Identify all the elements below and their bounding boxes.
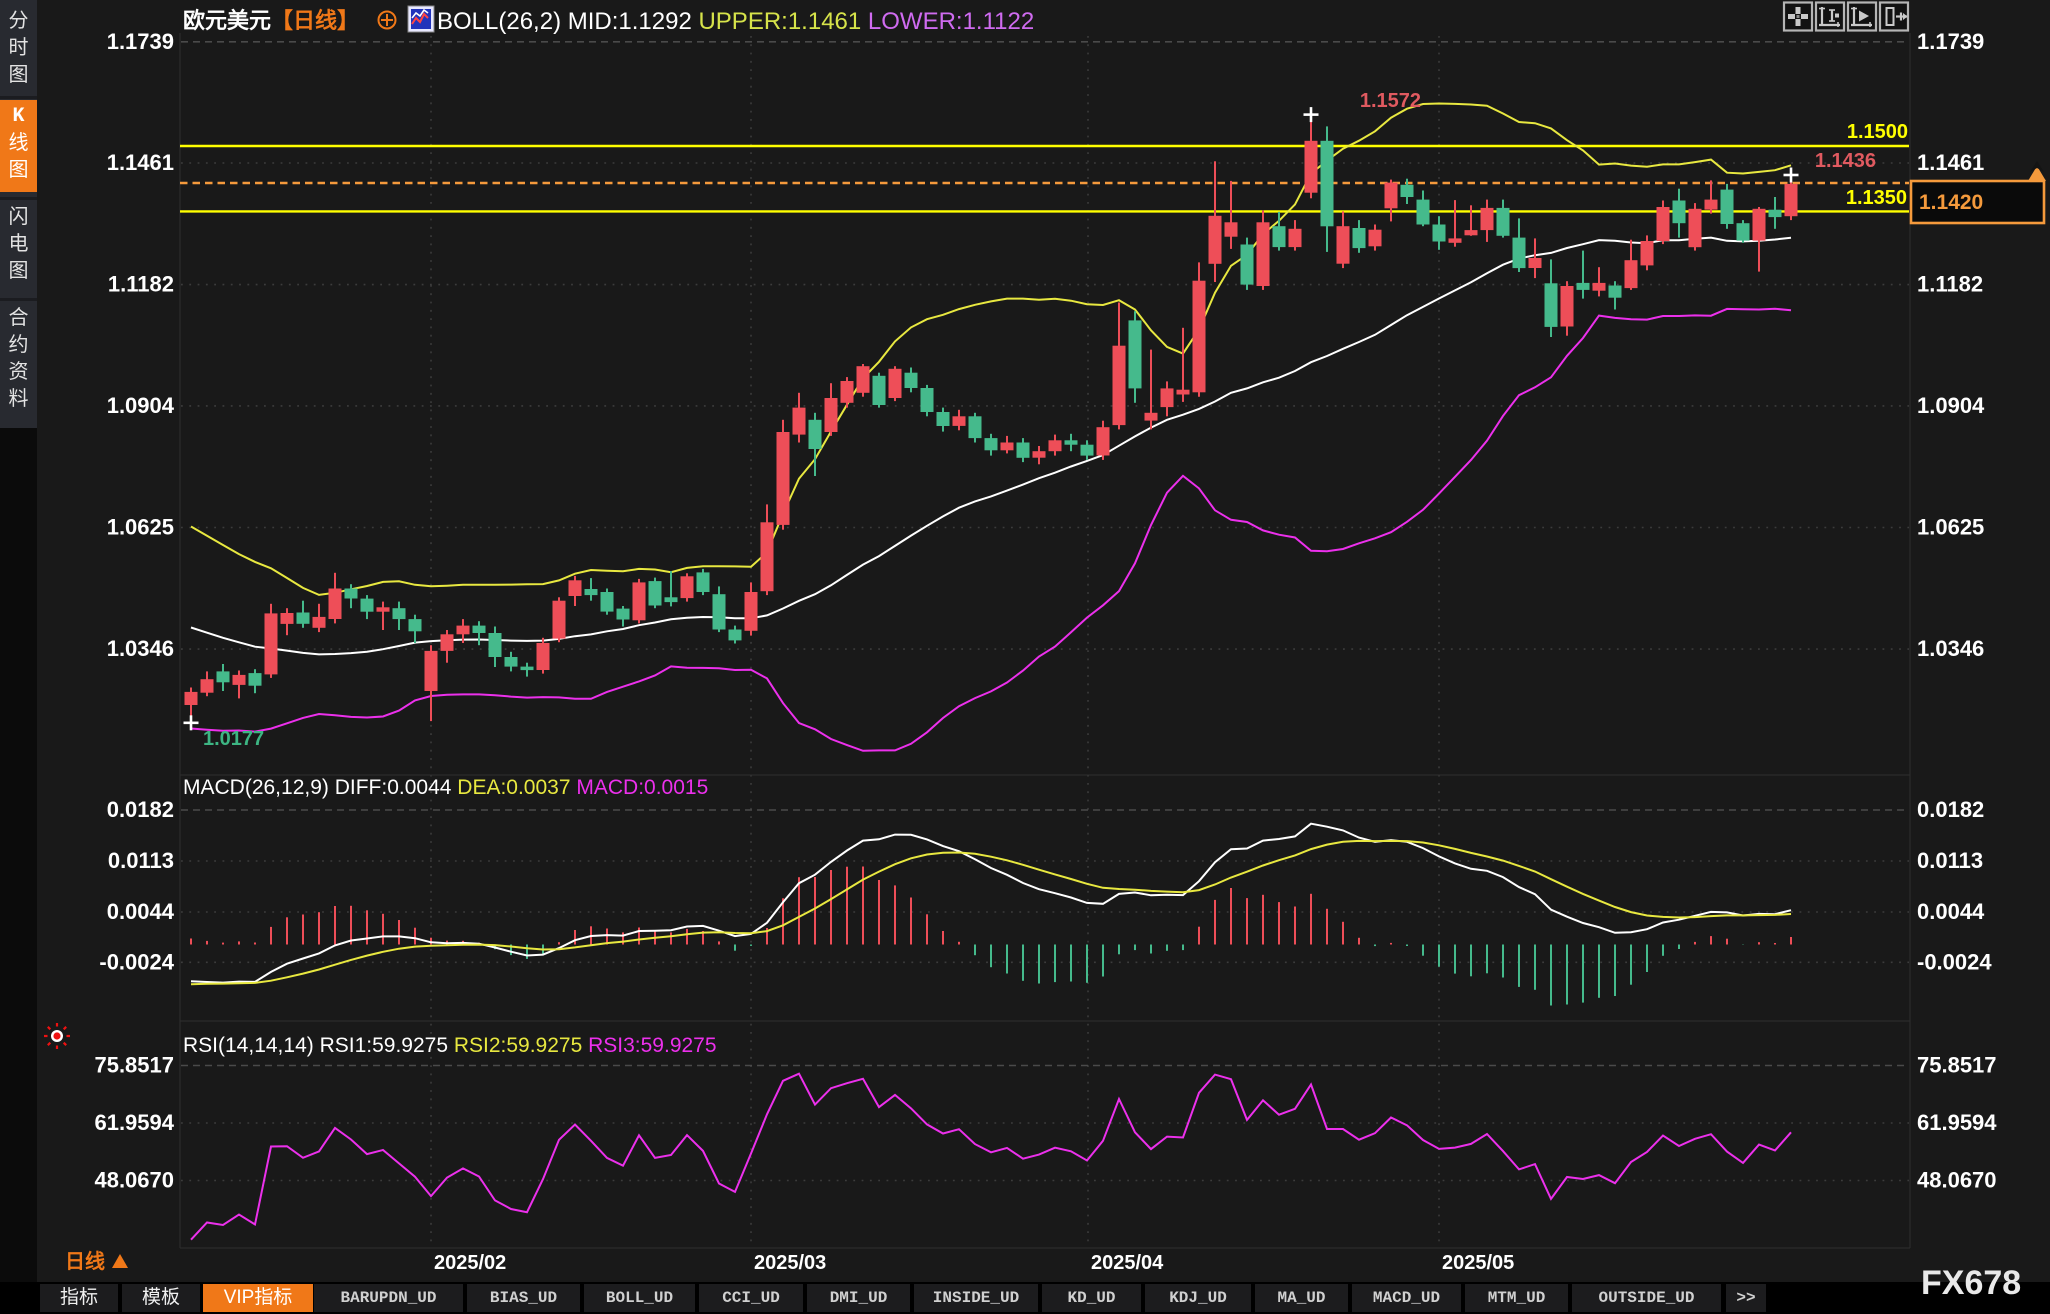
svg-text:-0.0024: -0.0024 [99,949,174,974]
svg-text:0.0113: 0.0113 [108,848,174,873]
svg-text:75.8517: 75.8517 [94,1052,174,1077]
svg-text:1.1182: 1.1182 [108,272,174,297]
svg-text:1.0625: 1.0625 [107,514,174,539]
svg-text:欧元美元【日线】: 欧元美元【日线】 [183,8,359,33]
svg-text:1.1182: 1.1182 [1917,272,1983,297]
svg-text:0.0182: 0.0182 [107,797,174,822]
svg-text:61.9594: 61.9594 [1917,1110,1997,1135]
svg-text:日线: 日线 [65,1249,105,1273]
svg-text:1.0346: 1.0346 [107,636,174,661]
svg-text:1.1436: 1.1436 [1815,150,1876,172]
svg-text:1.1500: 1.1500 [1847,121,1908,143]
svg-text:2025/03: 2025/03 [754,1252,826,1274]
svg-text:1.1572: 1.1572 [1360,90,1421,112]
svg-text:0.0113: 0.0113 [1917,848,1983,873]
svg-text:48.0670: 48.0670 [1917,1168,1997,1193]
svg-text:2025/05: 2025/05 [1442,1252,1514,1274]
svg-text:-0.0024: -0.0024 [1917,949,1992,974]
svg-text:1.0625: 1.0625 [1917,514,1984,539]
svg-text:1.0904: 1.0904 [1917,393,1985,418]
svg-text:0.0182: 0.0182 [1917,797,1984,822]
svg-text:2025/02: 2025/02 [434,1252,506,1274]
svg-text:0.0044: 0.0044 [1917,899,1985,924]
svg-text:RSI(14,14,14) RSI1:59.9275 RSI: RSI(14,14,14) RSI1:59.9275 RSI2:59.9275 … [183,1034,717,1057]
svg-text:1.1420: 1.1420 [1919,191,1983,214]
svg-text:BOLL(26,2) MID:1.1292 UPPER:: BOLL(26,2) MID:1.1292 UPPER:1.1461 LOWER… [437,8,1034,35]
svg-text:48.0670: 48.0670 [94,1168,174,1193]
svg-text:1.1461: 1.1461 [1917,150,1984,175]
svg-text:1.1739: 1.1739 [107,29,174,54]
svg-text:61.9594: 61.9594 [94,1110,174,1135]
svg-text:1.0177: 1.0177 [203,728,264,750]
svg-text:1.0904: 1.0904 [107,393,175,418]
svg-text:1.1350: 1.1350 [1846,187,1907,209]
svg-text:1.1461: 1.1461 [107,150,174,175]
svg-text:2025/04: 2025/04 [1091,1252,1164,1274]
svg-text:75.8517: 75.8517 [1917,1052,1997,1077]
svg-text:1.0346: 1.0346 [1917,636,1984,661]
svg-text:MACD(26,12,9) DIFF:0.0044 DEA:: MACD(26,12,9) DIFF:0.0044 DEA:0.0037 MAC… [183,776,708,799]
svg-text:1.1739: 1.1739 [1917,29,1984,54]
svg-text:0.0044: 0.0044 [107,899,175,924]
